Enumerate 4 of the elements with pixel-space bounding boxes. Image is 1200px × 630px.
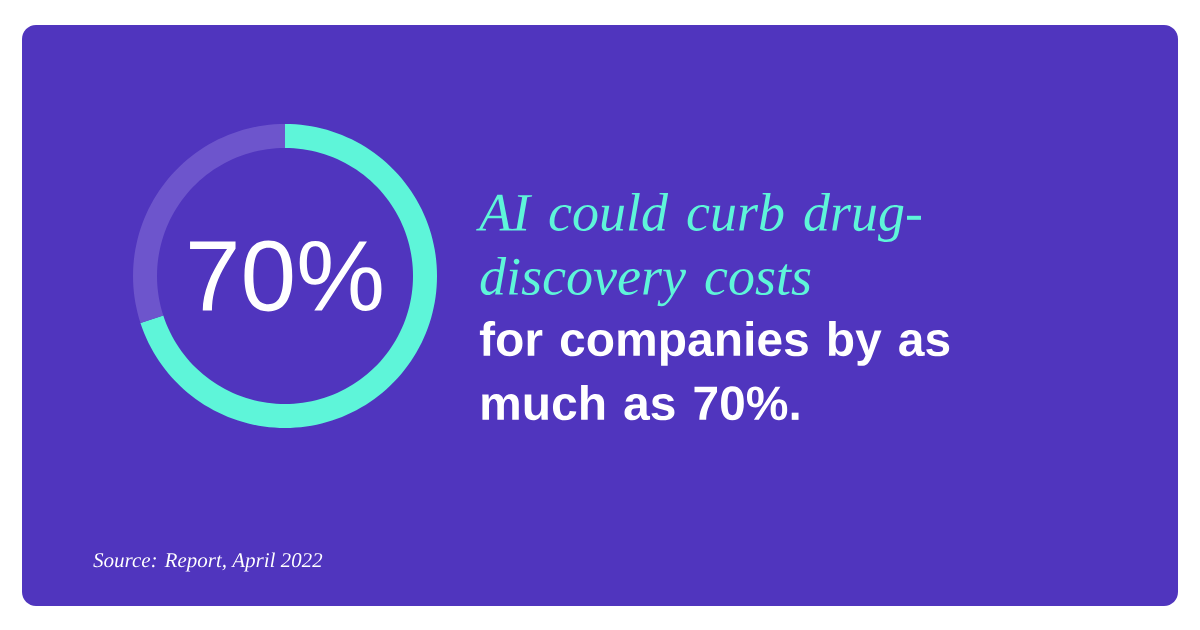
- text: AI could curb drug-discovery costs: [476, 193, 921, 307]
- source-note: Source: Report, April 2022: [93, 552, 323, 572]
- data-label: 70%: [190, 240, 382, 312]
- text: for companies by as much as 70%.: [479, 321, 950, 421]
